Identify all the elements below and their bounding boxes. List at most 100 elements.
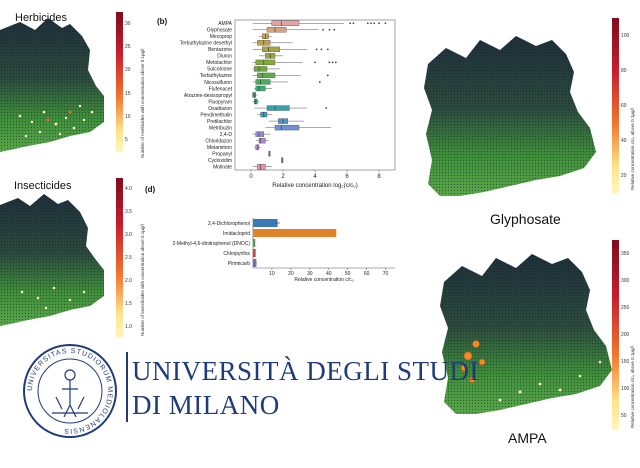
category-label: Pretilachlor: [207, 119, 232, 125]
outlier-point: [334, 61, 337, 64]
outlier-point: [333, 28, 336, 31]
glyphosate-map: [424, 36, 596, 196]
category-label: Cycloxidim: [208, 158, 232, 164]
category-label: Chloridazon: [205, 138, 232, 144]
bar-x-tick-label: 20: [288, 271, 294, 277]
outlier-point: [322, 28, 324, 31]
glyphosate-colorbar-ticks: 100 80 60 40 20: [621, 18, 639, 193]
glyphosate-heading: Glyphosate: [490, 211, 561, 227]
colorbar-tick-label: 350: [621, 250, 630, 257]
colorbar-tick-label: 20: [125, 67, 131, 74]
ampa-colorbar: [612, 240, 619, 430]
colorbar-tick-label: 4.0: [125, 186, 132, 193]
ampa-colorbar-ticks: 350 300 250 200 150 100 50: [621, 240, 639, 430]
category-label: Flufenacet: [209, 86, 233, 92]
category-label: Metamitron: [207, 145, 232, 151]
university-name-line2: DI MILANO: [132, 390, 280, 420]
colorbar-tick-label: 30: [125, 20, 131, 27]
box: [266, 105, 290, 111]
outlier-point: [315, 48, 318, 51]
bar-category-label: Pirimicarb: [228, 261, 250, 267]
bar-x-tick-label: 30: [307, 271, 313, 277]
box: [255, 59, 276, 66]
colorbar-tick-label: 2.5: [125, 255, 132, 261]
bar-x-tick-label: 60: [364, 271, 370, 277]
outlier-point: [378, 22, 380, 25]
colorbar-tick-label: 60: [621, 102, 627, 109]
category-label: Sulcotrione: [207, 67, 232, 73]
category-label: Terbuthylazine desethyl: [180, 41, 232, 47]
outlier-point: [349, 22, 352, 25]
x-tick-label: 0: [249, 174, 253, 180]
bar: [253, 219, 278, 227]
glyphosate-colorbar-title: Relative concentration c/c₀ above 0.1µg/…: [630, 108, 635, 190]
box: [271, 20, 300, 26]
university-divider: [126, 352, 128, 422]
box: [266, 27, 287, 33]
outlier-point: [320, 48, 323, 51]
x-tick-label: 4: [313, 174, 317, 180]
outlier-point: [326, 74, 329, 77]
outlier-point: [314, 61, 316, 64]
colorbar-tick-label: 1.5: [125, 300, 132, 307]
bar: [253, 239, 256, 247]
insecticides-heading: Insecticides: [14, 180, 72, 192]
outlier-point: [326, 48, 329, 51]
category-label: AMPA: [218, 21, 232, 27]
category-label: Fluopyram: [208, 99, 232, 105]
bar: [253, 229, 337, 237]
colorbar-tick-label: 20: [621, 172, 627, 179]
box: [257, 72, 276, 79]
colorbar-tick-label: 25: [125, 44, 131, 50]
bar-category-label: 2,4-Dichlorophenol: [208, 221, 250, 227]
herbicides-colorbar: [116, 12, 123, 152]
ampa-heading: AMPA: [508, 430, 547, 446]
colorbar-tick-label: 300: [621, 277, 630, 284]
colorbar-tick-label: 150: [621, 359, 630, 366]
bar: [253, 249, 256, 257]
category-label: Diuron: [217, 54, 232, 60]
colorbar-tick-label: 100: [621, 386, 630, 393]
colorbar-tick-label: 50: [621, 413, 627, 420]
panel-label-d: (d): [145, 185, 156, 194]
colorbar-tick-label: 3.0: [125, 232, 132, 239]
university-seal-icon: UNIVERSITAS STUDIORUM MEDIOLANENSIS: [23, 344, 117, 438]
colorbar-tick-label: 15: [125, 90, 131, 97]
colorbar-tick-label: 5: [125, 137, 128, 144]
bar-x-tick-label: 50: [345, 271, 351, 277]
colorbar-tick-label: 10: [125, 114, 131, 120]
x-tick-label: 2: [281, 174, 285, 180]
insecticides-colorbar-ticks: 4.0 3.5 3.0 2.5 2.0 1.5 1.0: [125, 178, 155, 338]
category-label: 2,4-D: [220, 132, 233, 138]
colorbar-tick-label: 40: [621, 137, 627, 144]
box: [257, 164, 266, 170]
x-axis-label: Relative concentration log₂(c/c₀): [272, 183, 358, 189]
bar-category-label: Chlorpyrifos: [223, 251, 250, 257]
box: [255, 79, 271, 85]
outlier-point: [318, 81, 321, 83]
box: [261, 46, 280, 53]
boxplot-chart: (b) AMPAGlyphosateMecopropTerbuthylazine …: [157, 17, 396, 189]
x-tick-label: 6: [345, 174, 349, 180]
box: [255, 85, 266, 92]
box: [274, 124, 300, 131]
bar: [253, 259, 257, 267]
box: [253, 66, 268, 72]
colorbar-tick-label: 2.0: [125, 277, 132, 284]
category-label: Atrazine-desisopropyl: [184, 93, 232, 99]
colorbar-tick-label: 1.0: [125, 323, 132, 330]
category-label: Mecoprop: [210, 34, 232, 40]
category-label: Pendimethalin: [200, 112, 232, 118]
herbicides-heading: Herbicides: [15, 12, 67, 24]
bar-x-axis-label: Relative concentration c/c₀: [294, 277, 353, 282]
category-label: Molinate: [213, 165, 232, 171]
outlier-point: [370, 22, 372, 25]
insecticides-map: [0, 194, 104, 326]
category-label: Propanyl: [212, 151, 232, 157]
outlier-point: [352, 22, 355, 25]
category-label: Bentazone: [208, 47, 232, 53]
bar-x-tick-label: 70: [383, 271, 389, 277]
box: [258, 137, 266, 144]
colorbar-tick-label: 200: [621, 332, 630, 338]
